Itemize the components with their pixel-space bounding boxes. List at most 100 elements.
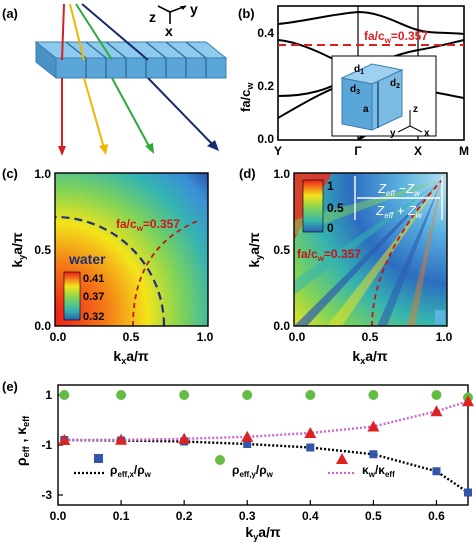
e-frame: [57, 384, 469, 506]
b-xtick-M: M: [459, 144, 469, 158]
legend-circle-icon: [215, 455, 225, 465]
svg-text:d1: d1: [354, 64, 364, 76]
d-ytick-0: 0.0: [273, 319, 290, 333]
panel-c-label: (c): [2, 166, 18, 181]
e-point-rhox: [464, 488, 472, 497]
e-point-rhoy: [368, 390, 379, 400]
panel-b: (b) fa/cw 0.0 0.2 0.4 Y Γ X M fa/cw=0.35…: [238, 5, 469, 158]
c-water-label: water: [68, 251, 106, 267]
svg-text:x: x: [424, 128, 430, 139]
c-xtick-2: 1.0: [197, 330, 214, 344]
e-point-rhox: [306, 443, 315, 452]
legend-item-kappa: κw/κeff: [362, 463, 395, 479]
panel-b-ylabel: fa/cw: [238, 82, 255, 112]
e-point-rhox: [369, 450, 378, 459]
d-ytick-1: 0.5: [273, 243, 290, 257]
d-ytick-2: 1.0: [273, 167, 290, 181]
d-annotation: fa/cw=0.357: [297, 247, 361, 263]
acoustic-rays: [58, 3, 219, 156]
b-xtick-X: X: [414, 144, 422, 158]
axis-x-label: x: [165, 23, 173, 39]
e-curve-kappa: [64, 400, 469, 442]
svg-text:1: 1: [327, 179, 334, 193]
e-point-rhoy: [59, 390, 70, 400]
e-xtick-label: 0.6: [428, 509, 445, 523]
e-point-kappa: [304, 427, 317, 438]
e-point-kappa: [58, 434, 71, 445]
svg-text:ρeff , κeff: ρeff , κeff: [13, 415, 31, 466]
e-xtick-label: 0.2: [176, 509, 193, 523]
e-xtick-label: 0.3: [239, 509, 256, 523]
svg-text:y: y: [390, 128, 396, 139]
legend-triangle-icon: [336, 453, 348, 464]
d-impedance-formula: Zeff −Zw Zeff + Zw: [354, 176, 443, 220]
e-legend: ρeff,x/ρw ρeff,y/ρw κw/κeff: [74, 453, 395, 479]
svg-text:z: z: [413, 104, 418, 115]
c-iso-contour: [132, 219, 201, 326]
svg-text:d3: d3: [350, 84, 360, 96]
panel-a-label: (a): [2, 6, 18, 21]
svg-text:fa/cw: fa/cw: [238, 82, 255, 112]
d-xtick-2: 1.0: [436, 330, 453, 344]
c-xlabel: kxa/π: [113, 348, 148, 366]
e-point-kappa: [241, 430, 254, 442]
e-point-kappa: [367, 420, 380, 432]
svg-text:a: a: [363, 104, 369, 115]
e-xtick-label: 0.5: [365, 509, 382, 523]
panel-b-label: (b): [238, 6, 255, 21]
b-ytick-0: 0.0: [257, 132, 274, 146]
legend-item-rhox: ρeff,x/ρw: [110, 463, 152, 479]
e-point-rhox: [243, 440, 252, 448]
d-colorbar: 1 0.5 0: [302, 179, 344, 235]
e-xtick-label: 0.0: [50, 509, 67, 523]
svg-text:0: 0: [327, 221, 334, 235]
b-xtick-Gamma: Γ: [354, 144, 362, 158]
unit-cell-inset: d1 d2 d3 a z y x: [331, 55, 437, 139]
e-point-rhoy: [242, 390, 253, 400]
e-ylabel: ρeff , κeff: [13, 415, 31, 466]
c-colorbar: 0.41 0.37 0.32: [63, 271, 104, 323]
e-point-rhoy: [305, 390, 316, 400]
svg-text:kya/π: kya/π: [246, 232, 264, 267]
e-point-kappa: [462, 395, 474, 407]
panel-a: (a) z y x: [2, 1, 228, 156]
c-annotation: fa/cw=0.357: [116, 217, 180, 233]
panel-e-label: (e): [2, 379, 18, 394]
c-ytick-0: 0.0: [34, 319, 51, 333]
e-xtick-label: 0.4: [302, 509, 319, 523]
e-point-rhoy: [116, 390, 127, 400]
e-curve-rhox: [64, 438, 469, 494]
e-ytick-label: -3: [41, 488, 52, 502]
svg-text:0.41: 0.41: [83, 273, 104, 285]
c-xtick-1: 0.5: [123, 330, 140, 344]
e-point-rhox: [432, 467, 441, 476]
svg-text:kya/π: kya/π: [9, 232, 27, 267]
d-ylabel: kya/π: [246, 232, 264, 267]
e-xtick-label: 0.1: [113, 509, 130, 523]
b-ytick-1: 0.2: [257, 79, 274, 93]
svg-text:Zeff + Zw: Zeff + Zw: [375, 203, 423, 220]
svg-text:0.5: 0.5: [327, 201, 344, 215]
axis-z-label: z: [149, 9, 156, 25]
svg-text:0.32: 0.32: [83, 311, 104, 323]
panel-b-frame: [277, 5, 465, 141]
axis-y-label: y: [190, 1, 198, 17]
d-rays: [294, 173, 445, 326]
svg-text:d2: d2: [390, 78, 400, 90]
d-xlabel: kxa/π: [352, 348, 387, 366]
b-annotation: fa/cw=0.357: [364, 29, 428, 45]
e-point-rhoy: [179, 390, 190, 400]
panel-d-label: (d): [239, 166, 256, 181]
c-ylabel: kya/π: [9, 232, 27, 267]
b-xtick-Y: Y: [274, 144, 282, 158]
c-ytick-2: 1.0: [34, 167, 51, 181]
axes-glyph: z y x: [149, 1, 198, 39]
panel-d: (d) 1 0.5 0 Zeff −Zw Zeff + Zw fa/cw=0.3…: [239, 166, 453, 366]
c-xtick-0: 0.0: [50, 330, 67, 344]
d-xtick-1: 0.5: [362, 330, 379, 344]
e-point-kappa: [178, 432, 191, 444]
legend-item-rhoy: ρeff,y/ρw: [232, 463, 274, 479]
legend-square-icon: [94, 454, 103, 463]
e-point-rhoy: [431, 390, 442, 400]
panel-c: (c) water fa/cw=0.357 0.41 0.37 0.32 0.0…: [2, 166, 214, 366]
